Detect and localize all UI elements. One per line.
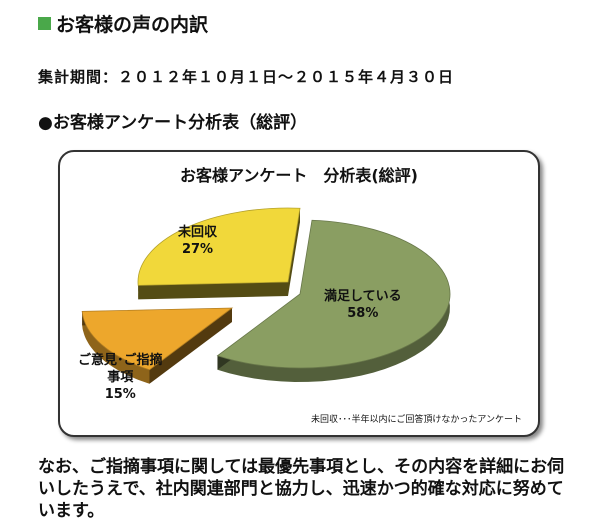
slice-name: ご意見･ご指摘 [78,353,163,368]
slice-value: 15% [104,387,136,402]
slice-wall-1-0 [149,308,232,384]
chart-note: 未回収･･･半年以内にご回答頂けなかったアンケート [311,415,522,425]
slice-label-uncollected: 未回収 27% [178,224,217,258]
pie-slice-1 [81,307,234,371]
slice-label-satisfied: 満足している 58% [324,288,402,322]
slice-name: 満足している [324,289,402,304]
period-text: 集計期間：２０１２年１０月１日～２０１５年４月３０日 [38,68,455,86]
slice-wall-2-0 [138,282,288,300]
pie-chart [81,207,451,384]
pie-chart-panel: お客様アンケート 分析表(総評) 満足している 58% ご意見･ご指摘 事項 1… [58,150,540,437]
pie-slice-2 [137,207,301,286]
slice-name-cont: 事項 [107,370,134,385]
heading-text: お客様の声の内訳 [56,14,209,36]
slice-side-0 [217,220,450,382]
page-heading: お客様の声の内訳 [38,10,208,37]
slice-side-1 [82,311,150,384]
chart-title: お客様アンケート 分析表(総評) [180,166,418,185]
pie-slice-0 [216,219,451,369]
slice-value: 27% [181,242,214,257]
green-square-icon [38,17,51,30]
bottom-paragraph: なお、ご指摘事項に関しては最優先事項とし、その内容を詳細にお伺いしたうえで、社内… [38,457,565,521]
slice-wall-2-1 [288,208,300,296]
section-subheading: ●お客様アンケート分析表（総評） [38,113,308,133]
slice-name: 未回収 [178,225,218,240]
slice-value: 58% [347,306,379,321]
slice-label-feedback: ご意見･ご指摘 事項 15% [78,352,163,403]
